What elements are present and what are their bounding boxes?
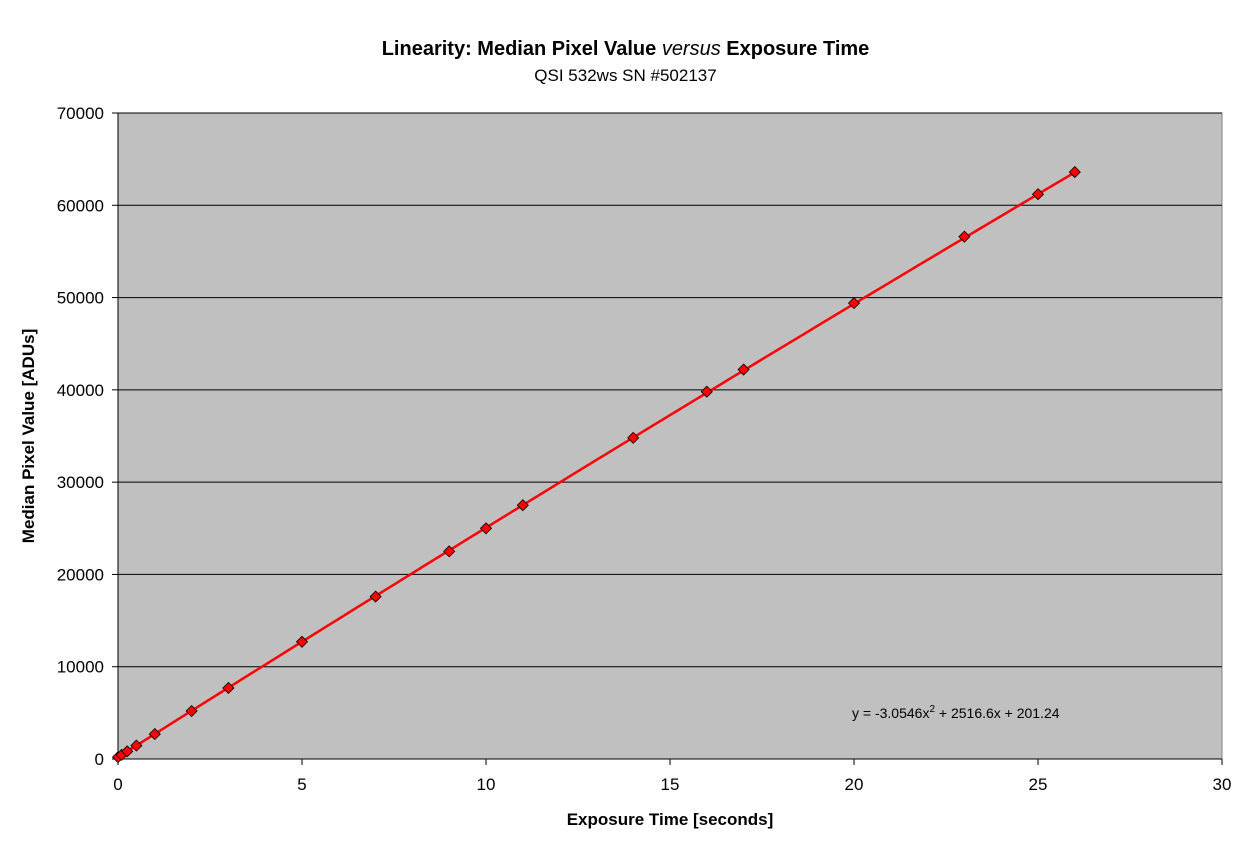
y-tick-label: 30000: [57, 473, 104, 492]
gridlines: [118, 112, 1222, 668]
equation-part-3: + 2516.6x + 201.24: [935, 705, 1060, 721]
x-tick-label: 30: [1213, 775, 1232, 794]
x-tick-label: 20: [845, 775, 864, 794]
y-tick-label: 50000: [57, 289, 104, 308]
data-point: [479, 522, 493, 535]
trendline: [117, 171, 1076, 759]
x-axis-title: Exposure Time [seconds]: [567, 810, 774, 829]
plot-area: [117, 112, 1223, 760]
x-tick-label: 15: [661, 775, 680, 794]
data-point: [130, 739, 143, 752]
data-point: [700, 385, 713, 398]
data-point: [369, 590, 382, 603]
data-point: [627, 431, 640, 444]
x-tick-label: 10: [477, 775, 496, 794]
data-point: [958, 230, 971, 243]
x-ticks: 0 5 10 15 20 25 30: [113, 759, 1231, 794]
y-ticks: 0 10000 20000 30000 40000 50000 60000 70000: [57, 104, 118, 769]
chart-title-part-2: versus: [661, 38, 721, 60]
trendline-layer: [117, 171, 1076, 759]
data-point: [121, 745, 134, 758]
y-tick-label: 20000: [57, 565, 104, 584]
y-tick-label: 10000: [57, 658, 104, 677]
data-point: [1068, 165, 1081, 179]
data-point: [847, 297, 861, 310]
chart-subtitle: QSI 532ws SN #502137: [534, 66, 717, 85]
data-points: [111, 165, 1081, 764]
y-axis-title: Median Pixel Value [ADUs]: [19, 329, 38, 543]
data-point: [295, 635, 309, 648]
x-tick-label: 0: [113, 775, 122, 794]
data-point: [737, 363, 750, 376]
data-point: [185, 704, 198, 718]
equation-exponent: 2: [929, 704, 935, 715]
y-tick-label: 40000: [57, 381, 104, 400]
equation-part-1: y = -3.0546x: [852, 705, 929, 721]
data-point: [516, 499, 529, 512]
y-tick-label: 70000: [57, 104, 104, 123]
chart-title-part-1: Linearity: Median Pixel Value: [381, 38, 662, 60]
x-tick-label: 25: [1029, 775, 1048, 794]
y-tick-label: 0: [95, 750, 104, 769]
y-tick-label: 60000: [57, 196, 104, 215]
data-point: [222, 681, 235, 695]
trendline-equation: y = -3.0546x2 + 2516.6x + 201.24: [852, 704, 1060, 721]
data-point: [1031, 188, 1045, 201]
x-tick-label: 5: [297, 775, 306, 794]
chart-title: Linearity: Median Pixel Value versus Exp…: [0, 38, 1251, 61]
data-point: [443, 545, 456, 558]
chart-title-part-3: Exposure Time: [720, 38, 870, 60]
data-point: [148, 728, 161, 741]
